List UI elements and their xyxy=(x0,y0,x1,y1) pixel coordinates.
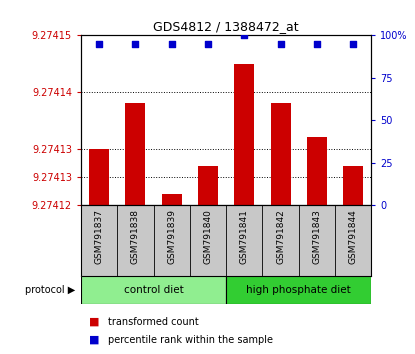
Point xyxy=(241,33,248,38)
Point xyxy=(96,41,103,47)
Text: high phosphate diet: high phosphate diet xyxy=(247,285,351,295)
Point xyxy=(168,41,175,47)
Text: GSM791843: GSM791843 xyxy=(312,209,322,264)
Text: GSM791839: GSM791839 xyxy=(167,209,176,264)
Text: transformed count: transformed count xyxy=(108,317,199,327)
Text: control diet: control diet xyxy=(124,285,183,295)
Bar xyxy=(271,103,290,205)
Text: protocol ▶: protocol ▶ xyxy=(25,285,75,295)
Point xyxy=(205,41,211,47)
Bar xyxy=(234,64,254,205)
Text: GSM791837: GSM791837 xyxy=(95,209,104,264)
Bar xyxy=(226,276,371,304)
Point xyxy=(314,41,320,47)
Point xyxy=(277,41,284,47)
Text: GSM791840: GSM791840 xyxy=(203,209,212,264)
Text: GSM791842: GSM791842 xyxy=(276,209,285,264)
Bar xyxy=(198,166,218,205)
Point xyxy=(132,41,139,47)
Bar xyxy=(81,276,226,304)
Text: GSM791844: GSM791844 xyxy=(349,209,358,264)
Text: percentile rank within the sample: percentile rank within the sample xyxy=(108,335,273,345)
Bar xyxy=(125,103,145,205)
Title: GDS4812 / 1388472_at: GDS4812 / 1388472_at xyxy=(154,20,299,33)
Bar xyxy=(89,149,109,205)
Text: ■: ■ xyxy=(89,317,100,327)
Text: GSM791841: GSM791841 xyxy=(240,209,249,264)
Text: GSM791838: GSM791838 xyxy=(131,209,140,264)
Text: ■: ■ xyxy=(89,335,100,345)
Bar xyxy=(162,194,182,205)
Bar xyxy=(343,166,363,205)
Point xyxy=(350,41,356,47)
Bar xyxy=(307,137,327,205)
